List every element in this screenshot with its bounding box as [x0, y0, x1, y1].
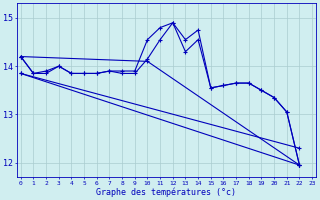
X-axis label: Graphe des températures (°c): Graphe des températures (°c)	[96, 187, 236, 197]
